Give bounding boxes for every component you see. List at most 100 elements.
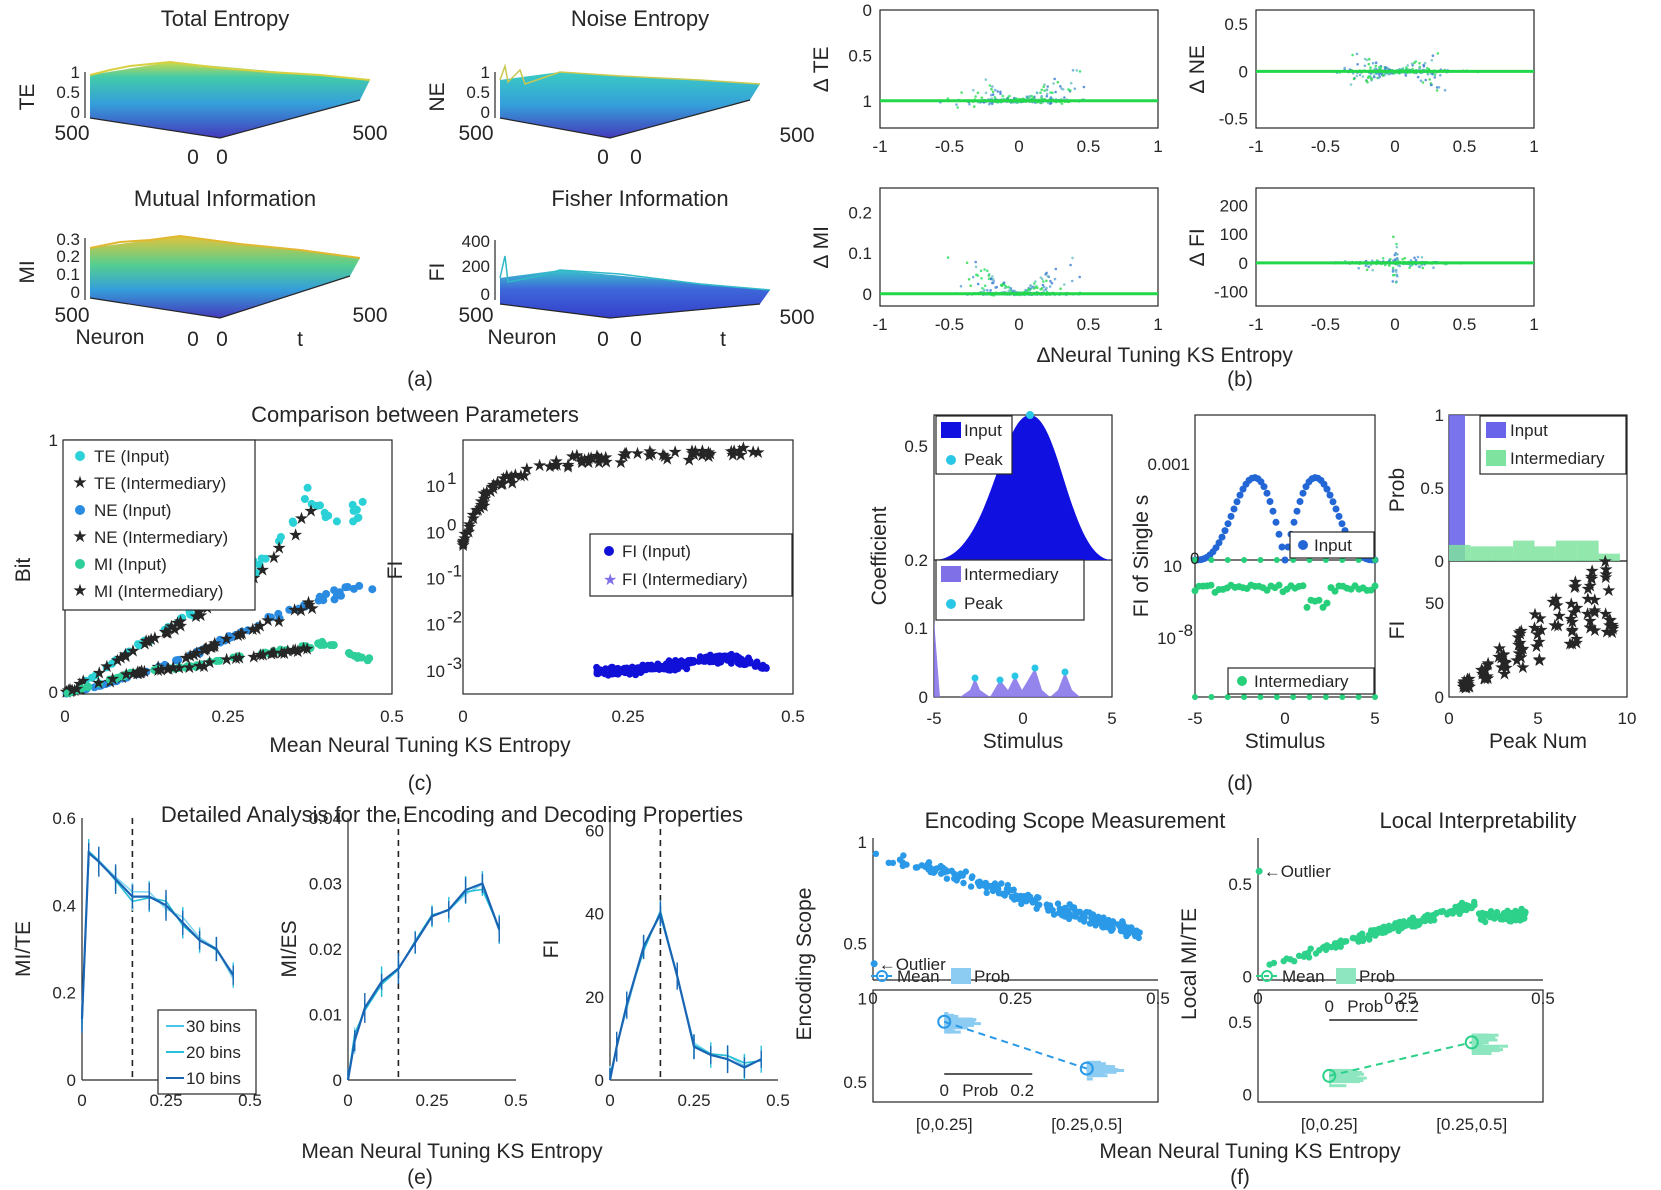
e-ytick-0: 0.6 bbox=[52, 809, 76, 828]
svg-text:500: 500 bbox=[458, 304, 493, 327]
b-point bbox=[1395, 280, 1398, 283]
b-point bbox=[986, 269, 989, 273]
b-point bbox=[1371, 61, 1375, 65]
svg-text:0: 0 bbox=[1435, 552, 1444, 571]
e-ytick-0: 0 bbox=[67, 1071, 76, 1090]
svg-text:30 bins: 30 bins bbox=[186, 1017, 241, 1036]
c-legend-label: NE (Input) bbox=[94, 501, 171, 520]
b-point bbox=[1381, 257, 1385, 260]
f-point-es bbox=[1036, 901, 1043, 908]
svg-text:Intermediary: Intermediary bbox=[964, 565, 1059, 584]
f-point-es bbox=[1046, 903, 1054, 911]
c-dot-mark bbox=[276, 533, 285, 541]
d-right-ylabel-top: Prob bbox=[1386, 468, 1409, 512]
a-axes-ne: 1 0.5 0 NE 500 0 0 500 bbox=[426, 63, 815, 169]
d-input-fi-point bbox=[1299, 489, 1307, 497]
svg-text:-5: -5 bbox=[926, 709, 941, 728]
c-star-mark: ★ bbox=[193, 606, 208, 625]
svg-text:50: 50 bbox=[1425, 594, 1444, 613]
d-input-fi-point bbox=[1227, 512, 1235, 520]
b-xtick-ne: -0.5 bbox=[1311, 137, 1340, 156]
b-point bbox=[1056, 80, 1060, 84]
f-legend-prob-es: Prob bbox=[974, 967, 1010, 986]
b-point bbox=[960, 91, 963, 94]
svg-text:0: 0 bbox=[216, 146, 228, 169]
f-point-es bbox=[1014, 895, 1021, 902]
b-point bbox=[1419, 79, 1423, 82]
c-dot-mark bbox=[91, 671, 100, 680]
f-point-es bbox=[1110, 919, 1117, 926]
b-point bbox=[1426, 66, 1429, 70]
c-dot-mark bbox=[352, 505, 361, 514]
c-fi-int-mark: ★ bbox=[549, 455, 564, 474]
b-point bbox=[1042, 85, 1045, 88]
b-point bbox=[1374, 61, 1378, 64]
b-point bbox=[1352, 77, 1356, 81]
b-point bbox=[1413, 61, 1416, 65]
c-star-mark: ★ bbox=[294, 509, 309, 528]
c-legend-marker: ★ bbox=[72, 581, 87, 600]
d-peak-fi-mark: ★ bbox=[1550, 617, 1565, 636]
b-point bbox=[1356, 63, 1359, 66]
b-point bbox=[1413, 256, 1416, 260]
d-int-baseline-point bbox=[1192, 694, 1198, 700]
a-zlabel-te: TE bbox=[16, 84, 39, 111]
c-star-mark: ★ bbox=[138, 631, 153, 650]
b-point bbox=[1393, 258, 1397, 261]
b-point bbox=[976, 282, 980, 286]
f-point-es bbox=[967, 883, 975, 890]
b-point bbox=[1418, 61, 1421, 65]
c-fi-int-mark: ★ bbox=[479, 483, 494, 502]
c-dot-mark bbox=[186, 651, 195, 660]
e-line-1-2 bbox=[346, 882, 501, 1081]
c-dot-mark bbox=[365, 654, 374, 663]
b-point bbox=[1361, 75, 1365, 78]
b-point bbox=[1443, 88, 1447, 92]
c-dot-mark bbox=[349, 584, 358, 593]
d-input-fi-point bbox=[1335, 512, 1343, 520]
svg-text:1: 1 bbox=[1435, 406, 1444, 425]
svg-text:-5: -5 bbox=[1187, 709, 1202, 728]
f-point-li bbox=[1307, 945, 1314, 952]
b-point bbox=[1416, 255, 1420, 259]
c-dot-mark bbox=[261, 554, 270, 563]
f-prob-scale-label-es: Prob bbox=[962, 1081, 998, 1100]
b-point bbox=[1384, 66, 1387, 69]
d-peak-fi-mark: ★ bbox=[1602, 610, 1617, 629]
b-point bbox=[1374, 64, 1378, 68]
c-right-ytick-exp: -2 bbox=[447, 608, 462, 627]
f-point-es bbox=[1081, 913, 1088, 921]
c-star-mark: ★ bbox=[271, 612, 286, 631]
e-xtick-1: 0.25 bbox=[415, 1091, 448, 1110]
c-fi-input-mark bbox=[628, 663, 636, 671]
e-xtick-2: 0.25 bbox=[677, 1091, 710, 1110]
f-point-li bbox=[1437, 908, 1444, 915]
b-point bbox=[959, 284, 963, 288]
b-point bbox=[1392, 235, 1395, 239]
svg-text:0.2: 0.2 bbox=[904, 551, 928, 570]
c-dot-mark bbox=[224, 634, 233, 643]
b-axes-ne bbox=[1255, 9, 1535, 129]
a-axes-te: 1 0.5 0 TE 500 0 0 500 bbox=[16, 63, 388, 169]
f-point-es bbox=[986, 883, 993, 890]
svg-text:10: 10 bbox=[1157, 629, 1176, 648]
b-point bbox=[1049, 101, 1053, 105]
d-prob-int-bar bbox=[1577, 540, 1599, 561]
f-point-es bbox=[1133, 927, 1140, 934]
b-ytick-fi: 0 bbox=[1239, 254, 1248, 273]
f-legend-prob-swatch-es bbox=[951, 968, 971, 984]
d-peak-fi-mark: ★ bbox=[1509, 651, 1524, 670]
e-line-2-2 bbox=[608, 910, 762, 1081]
b-point bbox=[1436, 52, 1440, 55]
f-prob-scale-0-es: 0 bbox=[940, 1081, 949, 1100]
a-title-fi: Fisher Information bbox=[551, 186, 728, 211]
d-prob-input-bar bbox=[1449, 415, 1465, 561]
e-ytick-1: 0 bbox=[333, 1071, 342, 1090]
c-dot-mark bbox=[210, 641, 219, 649]
c-fi-input-mark bbox=[621, 669, 629, 677]
d-input-fi-point bbox=[1272, 518, 1280, 526]
c-fi-input-mark bbox=[666, 666, 674, 674]
d-input-fi-point bbox=[1230, 505, 1238, 513]
b-point bbox=[946, 256, 950, 259]
c-star-mark: ★ bbox=[302, 595, 317, 614]
